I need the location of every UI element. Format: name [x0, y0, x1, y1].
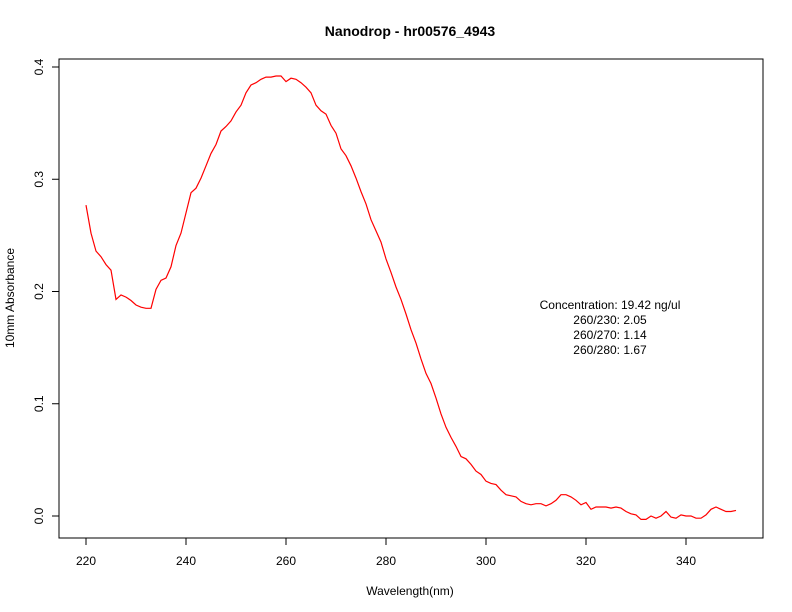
absorbance-line	[85, 75, 737, 520]
y-axis: 0.0 0.1 0.2 0.3 0.4	[32, 58, 60, 524]
x-tick-label: 280	[376, 554, 396, 568]
x-tick-label: 240	[176, 554, 196, 568]
y-tick-label: 0.2	[32, 283, 46, 300]
x-tick-label: 320	[576, 554, 596, 568]
x-tick-label: 260	[276, 554, 296, 568]
y-tick-label: 0.1	[32, 395, 46, 412]
y-tick-label: 0.4	[32, 58, 46, 75]
x-tick-label: 300	[476, 554, 496, 568]
y-tick-label: 0.0	[32, 507, 46, 524]
x-axis-label: Wavelength(nm)	[366, 584, 454, 598]
x-tick-label: 340	[676, 554, 696, 568]
x-tick-label: 220	[76, 554, 96, 568]
y-tick-label: 0.3	[32, 171, 46, 188]
stats-annotation: Concentration: 19.42 ng/ul 260/230: 2.05…	[540, 298, 681, 357]
annotation-ratio-260-230: 260/230: 2.05	[573, 313, 647, 327]
annotation-ratio-260-270: 260/270: 1.14	[573, 328, 647, 342]
chart-title: Nanodrop - hr00576_4943	[325, 23, 496, 39]
annotation-concentration: Concentration: 19.42 ng/ul	[540, 298, 681, 312]
annotation-ratio-260-280: 260/280: 1.67	[573, 343, 647, 357]
x-axis: 220 240 260 280 300 320 340	[76, 537, 696, 568]
y-axis-label: 10mm Absorbance	[3, 248, 17, 348]
